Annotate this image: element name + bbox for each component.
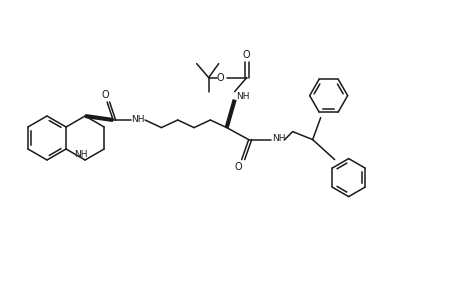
- Text: O: O: [242, 50, 250, 60]
- Text: O: O: [101, 90, 109, 100]
- Text: NH: NH: [235, 92, 249, 101]
- Text: NH: NH: [131, 115, 145, 124]
- Text: O: O: [235, 162, 242, 172]
- Text: NH: NH: [271, 134, 285, 143]
- Text: O: O: [216, 73, 224, 82]
- Text: NH: NH: [73, 150, 87, 159]
